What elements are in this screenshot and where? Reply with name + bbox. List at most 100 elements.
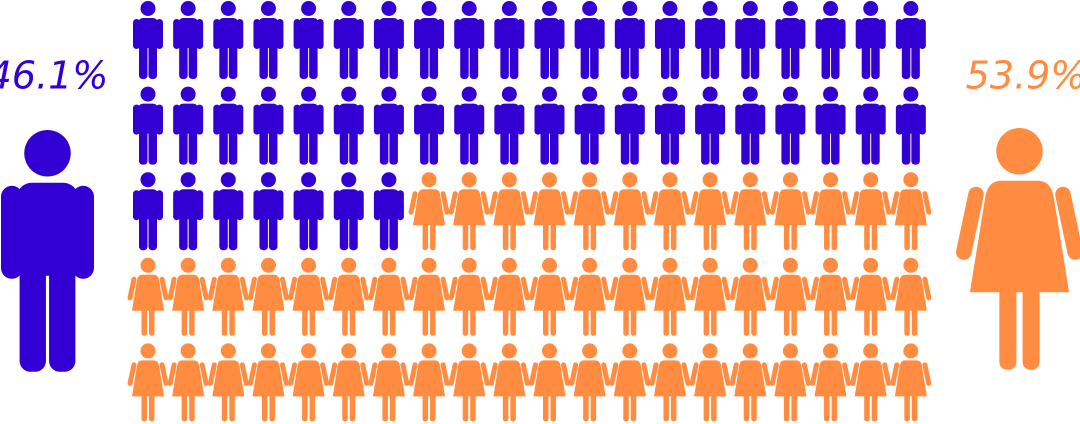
person-icon [654,86,685,165]
person-icon [534,86,565,165]
person-icon [127,257,169,336]
person-icon [448,257,491,336]
person-icon [815,86,846,165]
person-icon [454,86,485,165]
person-icon [373,86,404,165]
person-icon [213,172,244,251]
person-icon [849,257,892,336]
person-icon [167,343,210,422]
person-icon [895,1,926,79]
person-icon [247,343,290,422]
person-icon [654,1,685,79]
person-icon [333,172,364,251]
person-icon [574,86,605,165]
person-icon [695,86,726,165]
person-icon [608,257,651,336]
person-icon [133,1,163,79]
person-icon [253,1,284,79]
person-icon [373,172,404,251]
person-icon [568,257,611,336]
person-icon [729,172,772,251]
person-icon [729,257,772,336]
person-icon [735,1,766,79]
person-icon [614,86,645,165]
person-icon [614,1,645,79]
person-icon [689,172,732,251]
person-icon [173,86,204,165]
person-icon [608,172,651,251]
big-person-icon [1,130,94,372]
person-icon [293,1,324,79]
value-label: 46.1% [0,54,108,98]
person-icon [333,86,364,165]
person-icon [689,257,732,336]
person-icon [889,257,932,336]
value-label: 53.9% [966,54,1080,98]
person-icon [408,172,450,251]
person-icon [327,343,370,422]
person-icon [207,257,250,336]
person-icon [133,172,163,251]
person-icon [494,1,525,79]
person-icon [528,257,571,336]
person-icon [568,172,611,251]
person-icon [855,1,886,79]
person-icon [247,257,290,336]
person-icon [333,1,364,79]
person-icon [889,172,932,251]
person-icon [454,1,485,79]
person-icon [327,257,370,336]
person-icon [534,1,565,79]
person-icon [408,343,450,422]
person-icon [173,1,204,79]
person-icon [775,1,806,79]
person-icon [815,1,846,79]
person-icon [769,343,812,422]
person-icon [889,343,932,422]
person-icon [574,1,605,79]
person-icon [494,86,525,165]
person-icon [809,343,852,422]
person-icon [207,343,250,422]
person-icon [253,172,284,251]
person-icon [367,257,410,336]
person-icon [127,343,169,422]
person-icon [488,257,531,336]
person-icon [769,257,812,336]
person-icon [414,1,445,79]
person-icon [213,1,244,79]
person-icon [213,86,244,165]
person-icon [568,343,611,422]
person-icon [895,86,926,165]
person-icon [608,343,651,422]
person-icon [448,172,491,251]
person-icon [373,1,404,79]
person-icon [528,343,571,422]
person-icon [769,172,812,251]
person-icon [488,343,531,422]
person-icon [448,343,491,422]
person-icon [408,257,450,336]
person-icon [133,86,163,165]
person-icon [649,172,691,251]
person-icon [253,86,284,165]
person-icon [729,343,772,422]
person-icon [695,1,726,79]
person-icon [649,257,691,336]
person-icon [855,86,886,165]
person-icon [809,257,852,336]
person-icon [414,86,445,165]
person-icon [735,86,766,165]
person-icon [367,343,410,422]
person-icon [849,343,892,422]
person-icon [287,343,330,422]
person-icon [528,172,571,251]
person-icon [167,257,210,336]
person-icon [488,172,531,251]
person-icon [293,172,324,251]
person-icon [809,172,852,251]
person-icon [173,172,204,251]
person-icon [775,86,806,165]
